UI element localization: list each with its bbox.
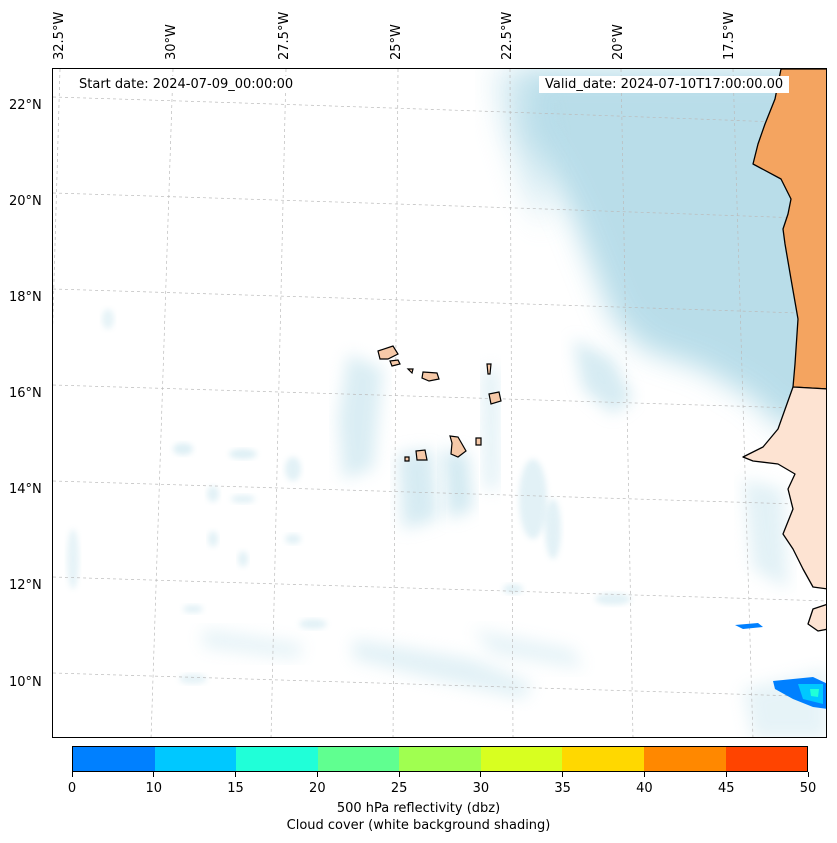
continent-africa — [742, 69, 826, 632]
lon-label: 25°W — [389, 24, 404, 60]
valid-date-label: Valid_date: 2024-07-10T17:00:00.00 — [539, 76, 790, 93]
colorbar-segment — [480, 747, 563, 771]
lat-label: 12°N — [9, 578, 42, 593]
colorbar-tick-label: 10 — [145, 781, 163, 796]
lon-label: 27.5°W — [277, 11, 292, 60]
colorbar-title: 500 hPa reflectivity (dbz) — [336, 801, 501, 816]
colorbar-segment — [725, 747, 808, 771]
lon-label: 20°W — [611, 24, 626, 60]
colorbar-tick — [480, 772, 482, 777]
colorbar-tick — [725, 772, 727, 777]
lon-label: 32.5°W — [52, 11, 67, 60]
colorbar-tick-label: 30 — [472, 781, 490, 796]
colorbar-tick — [153, 772, 155, 777]
colorbar-segment — [73, 747, 155, 771]
lat-label: 22°N — [9, 98, 42, 113]
colorbar-tick — [398, 772, 400, 777]
lat-label: 16°N — [9, 386, 42, 401]
colorbar-segment — [399, 747, 481, 771]
colorbar-subtitle: Cloud cover (white background shading) — [286, 818, 551, 833]
colorbar-segment — [562, 747, 644, 771]
colorbar-tick-label: 0 — [67, 781, 77, 796]
colorbar-segment — [236, 747, 318, 771]
colorbar-segment — [317, 747, 400, 771]
lon-label: 22.5°W — [500, 11, 515, 60]
lat-label: 14°N — [9, 482, 42, 497]
colorbar-tick — [71, 772, 73, 777]
cape-verde-islands — [377, 345, 502, 462]
lon-label: 17.5°W — [722, 11, 737, 60]
cloud-cover-shading — [67, 69, 826, 737]
colorbar-tick — [807, 772, 809, 777]
colorbar-tick-label: 40 — [636, 781, 653, 796]
lat-label: 10°N — [9, 675, 42, 690]
colorbar-tick-label: 45 — [717, 781, 735, 796]
start-date-label: Start date: 2024-07-09_00:00:00 — [73, 76, 300, 93]
map-panel[interactable] — [52, 68, 827, 738]
lat-label: 20°N — [9, 194, 42, 209]
colorbar-tick — [643, 772, 645, 777]
colorbar-tick-label: 15 — [227, 781, 244, 796]
colorbar-tick-label: 25 — [390, 781, 408, 796]
lon-label: 30°W — [164, 24, 179, 60]
colorbar-tick — [562, 772, 564, 777]
colorbar-tick — [316, 772, 318, 777]
colorbar-tick — [235, 772, 237, 777]
lat-label: 18°N — [9, 290, 42, 305]
colorbar-tick-label: 20 — [309, 781, 326, 796]
map-canvas — [53, 69, 826, 737]
colorbar-tick-label: 50 — [799, 781, 817, 796]
colorbar-segment — [643, 747, 726, 771]
reflectivity-blobs — [735, 623, 826, 709]
colorbar-segment — [154, 747, 237, 771]
colorbar — [72, 746, 808, 772]
colorbar-tick-label: 35 — [554, 781, 571, 796]
